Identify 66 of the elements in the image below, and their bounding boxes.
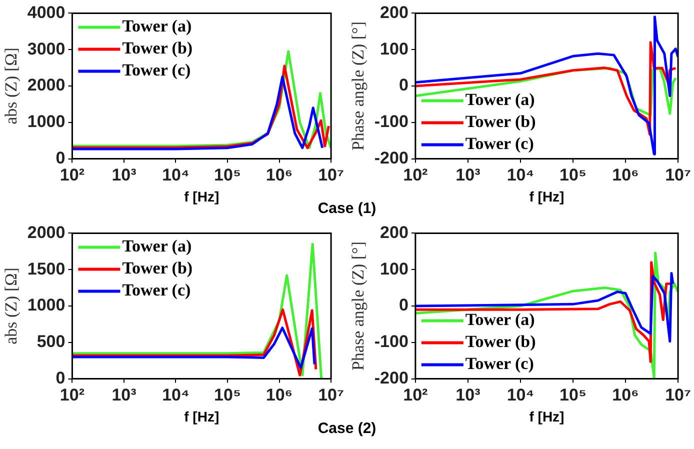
x-axis-title: f [Hz] [184, 188, 220, 204]
text: Case (1) [318, 200, 376, 217]
x-tick-label: 10³ [456, 386, 481, 405]
y-axis-title: Phase angle (Z) [°] [348, 241, 368, 371]
x-tick-label: 10² [403, 386, 428, 405]
x-tick-label: 10⁵ [214, 386, 241, 405]
x-tick-label: 10⁶ [612, 166, 639, 185]
x-axis-title: f [Hz] [184, 408, 220, 424]
x-tick-label: 10⁷ [665, 386, 692, 405]
legend-label: Tower (a) [122, 236, 192, 256]
y-tick-label: 100 [380, 259, 408, 278]
y-tick-label: 4000 [27, 2, 66, 22]
x-tick-label: 10⁵ [214, 166, 241, 185]
y-tick-label: 500 [36, 332, 66, 352]
x-tick-label: 10⁷ [318, 166, 344, 185]
y-tick-label: 200 [380, 2, 408, 22]
y-axis-title: Phase angle (Z) [°] [348, 21, 368, 151]
x-tick-label: 10⁷ [318, 386, 344, 405]
x-axis-title: f [Hz] [529, 188, 564, 204]
legend-label: Tower (b) [122, 38, 193, 58]
y-tick-label: 1000 [27, 296, 66, 315]
x-tick-label: 10³ [112, 166, 137, 185]
y-tick-label: 2000 [27, 222, 66, 242]
x-tick-label: 10⁶ [266, 166, 293, 185]
legend-label: Tower (c) [122, 280, 191, 300]
y-tick-label: -100 [374, 112, 408, 132]
x-tick-label: 10⁴ [162, 166, 190, 185]
y-axis-title: abs (Z) [Ω] [2, 268, 21, 344]
text: Case (2) [318, 420, 376, 437]
x-tick-label: 10⁷ [665, 166, 692, 185]
y-tick-label: -200 [374, 368, 408, 388]
legend-label: Tower (c) [122, 60, 191, 80]
x-tick-label: 10³ [112, 386, 137, 405]
y-tick-label: 1000 [27, 112, 66, 132]
y-tick-label: 3000 [27, 39, 66, 58]
y-tick-label: 0 [56, 368, 66, 388]
x-tick-label: 10³ [456, 166, 481, 185]
x-tick-label: 10⁵ [560, 166, 586, 185]
legend-label: Tower (c) [465, 134, 534, 154]
y-tick-label: 100 [380, 39, 408, 58]
x-tick-label: 10⁶ [612, 386, 639, 405]
x-tick-label: 10⁴ [506, 166, 534, 185]
legend-label: Tower (a) [122, 16, 192, 36]
y-tick-label: 0 [398, 296, 408, 315]
x-tick-label: 10² [403, 166, 428, 185]
y-axis-title: abs (Z) [Ω] [2, 48, 21, 124]
y-tick-label: 2000 [27, 76, 66, 95]
x-tick-label: 10² [60, 166, 85, 185]
x-tick-label: 10⁵ [560, 386, 586, 405]
legend-label: Tower (b) [465, 112, 536, 132]
y-tick-label: -200 [374, 148, 408, 168]
legend-label: Tower (c) [465, 354, 534, 374]
y-tick-label: -100 [374, 332, 408, 352]
legend-label: Tower (b) [122, 258, 193, 278]
legend-label: Tower (b) [465, 332, 536, 352]
legend-label: Tower (a) [465, 310, 535, 330]
y-tick-label: 200 [380, 222, 408, 242]
x-tick-label: 10⁶ [266, 386, 293, 405]
x-tick-label: 10⁴ [162, 386, 190, 405]
x-tick-label: 10² [60, 386, 85, 405]
x-axis-title: f [Hz] [529, 408, 564, 424]
y-tick-label: 0 [398, 76, 408, 95]
y-tick-label: 0 [56, 148, 66, 168]
x-tick-label: 10⁴ [506, 386, 534, 405]
y-tick-label: 1500 [27, 259, 66, 278]
legend-label: Tower (a) [465, 90, 535, 110]
